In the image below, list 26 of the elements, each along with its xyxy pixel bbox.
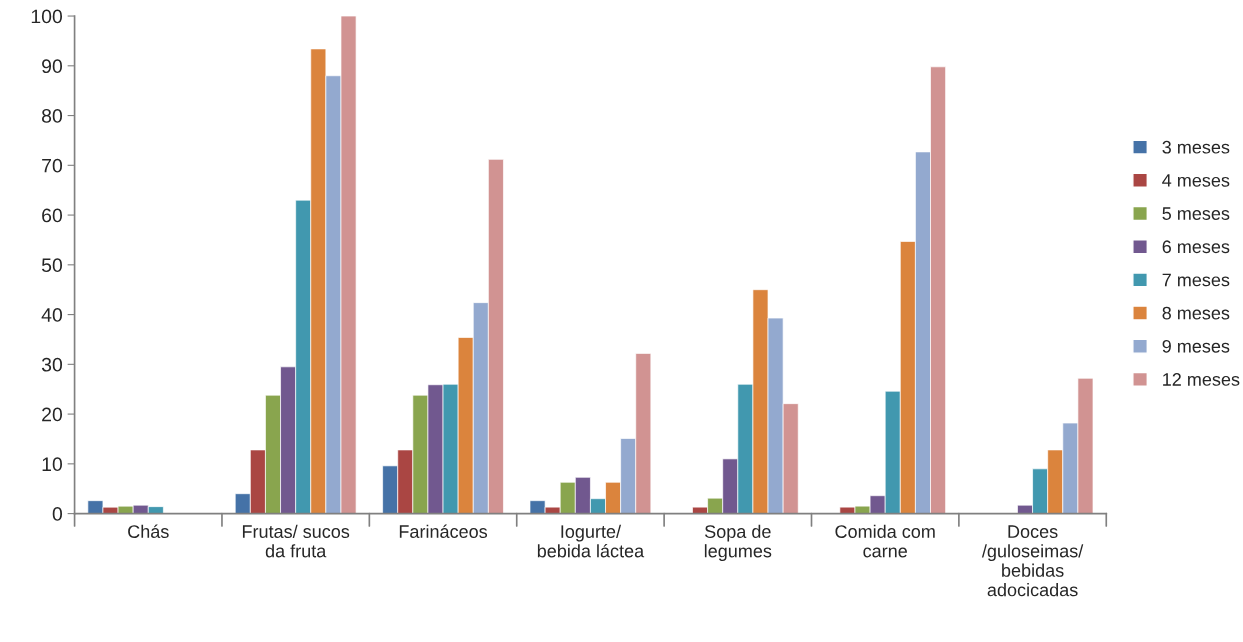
y-tick-label: 90 xyxy=(42,59,63,74)
legend-label: 8 meses xyxy=(1162,306,1230,320)
x-tick-label: Comida com carne xyxy=(835,524,935,558)
legend-label: 6 meses xyxy=(1162,240,1230,254)
y-tick-label: 100 xyxy=(31,9,63,24)
legend-label: 5 meses xyxy=(1162,207,1230,220)
legend-label: 7 meses xyxy=(1162,273,1230,287)
legend-label: 9 meses xyxy=(1162,339,1230,353)
x-tick-label: Doces /guloseimas/ bebidas adocicadas xyxy=(981,525,1084,597)
y-tick-label: 30 xyxy=(41,357,63,372)
x-tick-label: Iogurte/ bebida láctea xyxy=(537,524,645,558)
x-tick-label: Frutas/ sucos da fruta xyxy=(242,524,350,558)
x-tick-label: Sopa de legumes xyxy=(704,524,772,561)
y-tick-label: 20 xyxy=(42,407,63,422)
x-tick-label: Chás xyxy=(128,524,169,538)
y-tick-label: 50 xyxy=(41,258,63,273)
y-tick-label: 80 xyxy=(41,109,63,123)
y-tick-label: 10 xyxy=(42,457,63,472)
y-tick-label: 60 xyxy=(42,208,63,223)
y-tick-label: 0 xyxy=(52,507,63,521)
x-tick-label: Farináceos xyxy=(399,524,488,538)
y-tick-label: 70 xyxy=(42,158,63,173)
legend-label: 12 meses xyxy=(1163,373,1240,386)
legend-label: 3 meses xyxy=(1162,140,1230,154)
legend-label: 4 meses xyxy=(1162,174,1230,187)
y-tick-label: 40 xyxy=(41,308,63,322)
